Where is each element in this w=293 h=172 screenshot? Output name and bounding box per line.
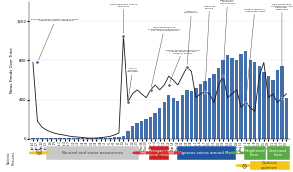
- Text: ☹: ☹: [241, 163, 246, 168]
- Text: Continued
fears: Continued fears: [269, 149, 287, 157]
- Bar: [244, 51, 247, 139]
- Bar: [267, 76, 270, 139]
- Text: ☹: ☹: [36, 150, 42, 156]
- Bar: [262, 72, 265, 139]
- Bar: [131, 126, 134, 139]
- Bar: [36, 138, 39, 139]
- Text: Cautious
optimism: Cautious optimism: [261, 161, 278, 170]
- Bar: [217, 68, 220, 139]
- Bar: [72, 138, 75, 139]
- Bar: [285, 98, 288, 139]
- Bar: [271, 80, 275, 139]
- Bar: [235, 61, 238, 139]
- Text: Reports on new infection cases in China.
Suspected cases in Singapore: Reports on new infection cases in China.…: [31, 19, 80, 60]
- Bar: [154, 113, 157, 139]
- Bar: [135, 123, 139, 139]
- Text: Heightened
fears: Heightened fears: [244, 149, 265, 157]
- Bar: [49, 138, 53, 139]
- Text: Vigorous voices around More: Vigorous voices around More: [178, 151, 235, 155]
- Bar: [163, 102, 166, 139]
- Text: Positive reports of
community spirit: Positive reports of community spirit: [244, 9, 265, 100]
- Bar: [267, 146, 289, 160]
- Text: ☹: ☹: [168, 150, 174, 156]
- Text: DORSCON
Change: DORSCON Change: [203, 6, 216, 89]
- Bar: [250, 161, 289, 170]
- Bar: [208, 78, 211, 139]
- Bar: [190, 91, 193, 139]
- Text: National
Measures: National Measures: [7, 151, 15, 165]
- Bar: [222, 61, 225, 139]
- Bar: [40, 138, 44, 139]
- Bar: [58, 138, 62, 139]
- Bar: [45, 138, 48, 139]
- Circle shape: [236, 165, 251, 166]
- Bar: [244, 146, 266, 160]
- Text: Implementation of
precautionary measures in
gov. and Singaporeans: Implementation of precautionary measures…: [148, 27, 180, 87]
- Bar: [178, 146, 236, 160]
- Bar: [104, 138, 107, 139]
- Text: Neutral and some assurances: Neutral and some assurances: [62, 151, 123, 155]
- Bar: [199, 84, 202, 139]
- Y-axis label: News Trends Over Time: News Trends Over Time: [10, 47, 14, 93]
- Bar: [167, 95, 171, 139]
- Text: Rise in
infected
community: Rise in infected community: [126, 68, 139, 99]
- Bar: [31, 138, 35, 139]
- Text: +: +: [236, 150, 240, 155]
- Bar: [230, 58, 234, 139]
- Bar: [158, 108, 161, 139]
- Bar: [149, 146, 169, 160]
- Bar: [149, 117, 152, 139]
- Bar: [63, 138, 66, 139]
- Bar: [126, 131, 130, 139]
- Bar: [54, 138, 57, 139]
- Circle shape: [133, 152, 153, 154]
- Bar: [76, 138, 80, 139]
- Bar: [140, 121, 143, 139]
- Circle shape: [29, 152, 49, 154]
- Bar: [203, 81, 207, 139]
- Text: Financial
transmission: Financial transmission: [184, 11, 199, 64]
- Bar: [172, 98, 175, 139]
- Bar: [194, 88, 197, 139]
- Bar: [108, 138, 112, 139]
- Bar: [99, 138, 103, 139]
- Bar: [176, 101, 180, 139]
- Bar: [212, 74, 216, 139]
- Bar: [67, 138, 71, 139]
- Circle shape: [161, 152, 181, 154]
- Bar: [86, 138, 89, 139]
- Bar: [81, 138, 84, 139]
- Bar: [95, 138, 98, 139]
- Bar: [253, 62, 256, 139]
- Bar: [239, 54, 243, 139]
- Bar: [185, 90, 189, 139]
- Bar: [46, 146, 139, 160]
- Text: Plans during
isolation:
online conference
gov. and
submissions
to decide
public : Plans during isolation: online conferenc…: [217, 0, 238, 73]
- Bar: [180, 95, 184, 139]
- Bar: [144, 119, 148, 139]
- Text: Quicker spread of false news;
counter-measures and
advisory by gov: Quicker spread of false news; counter-me…: [165, 49, 200, 82]
- Bar: [117, 137, 121, 139]
- Text: Reengaging
social media: Reengaging social media: [148, 149, 170, 157]
- Bar: [122, 136, 125, 139]
- Text: New issues with
countermeas. and
community
medication: New issues with countermeas. and communi…: [271, 4, 293, 95]
- Bar: [90, 138, 93, 139]
- Bar: [280, 66, 284, 139]
- Bar: [248, 61, 252, 139]
- Bar: [276, 70, 279, 139]
- Text: ☹: ☹: [139, 150, 146, 156]
- Bar: [258, 66, 261, 139]
- Bar: [113, 137, 116, 139]
- Bar: [226, 55, 229, 139]
- Circle shape: [230, 152, 246, 154]
- Text: First diagnosed case in
Singapore: First diagnosed case in Singapore: [110, 4, 137, 33]
